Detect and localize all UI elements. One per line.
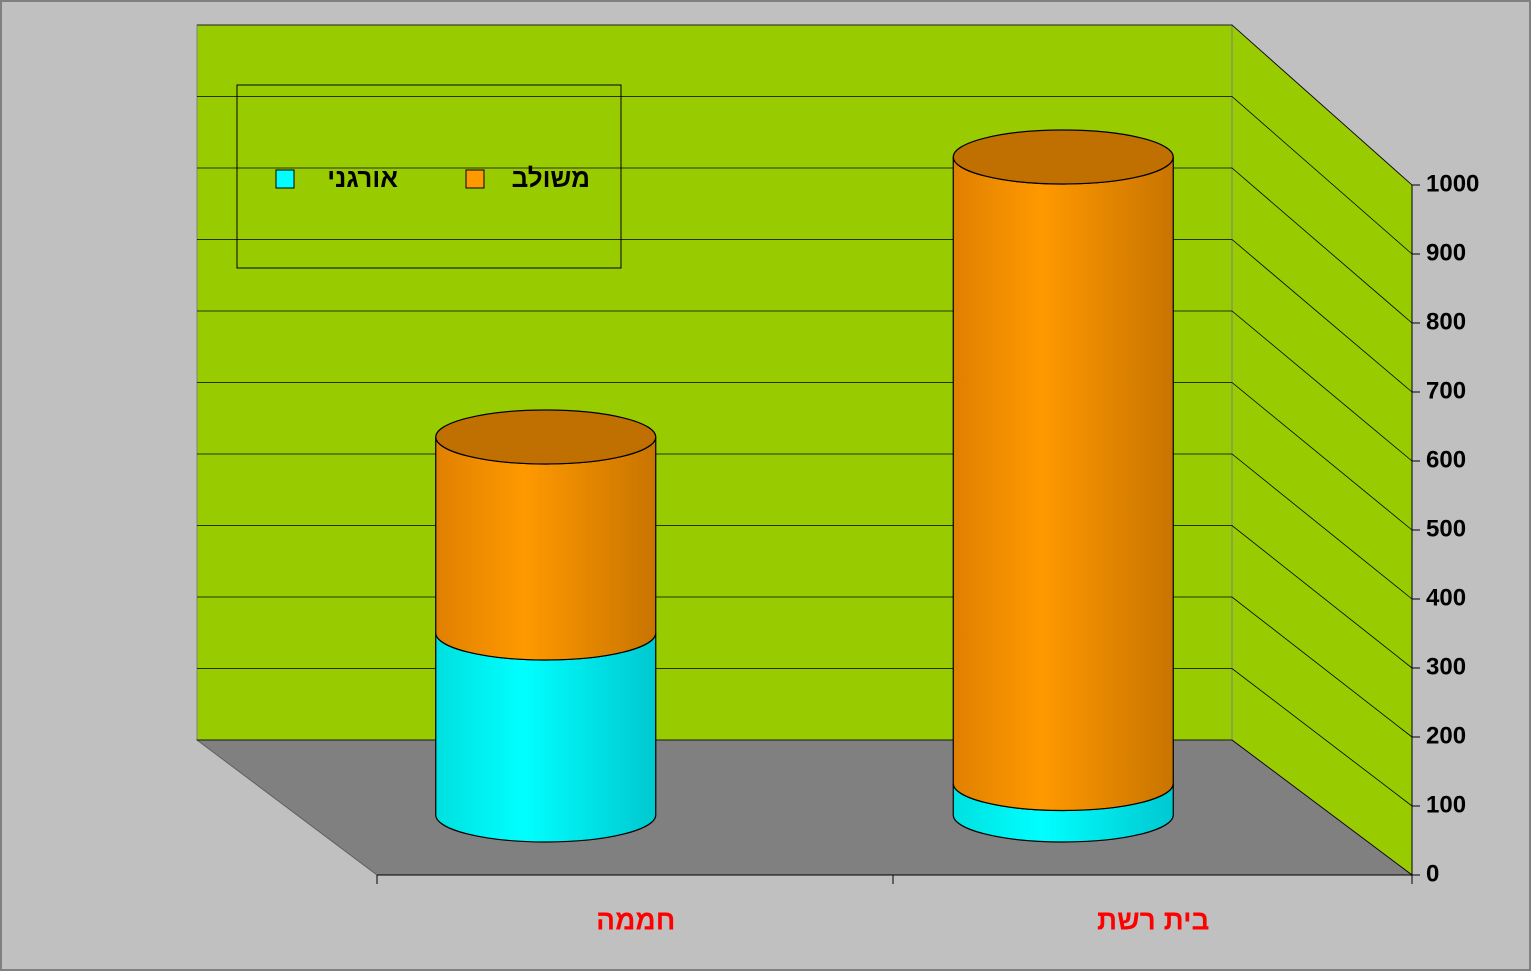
legend-entries: אורגני משולב [275,163,590,193]
y-tick-label: 600 [1426,446,1466,473]
legend [236,84,622,269]
legend-label: משולב [512,163,590,193]
y-tick-label: 500 [1426,515,1466,542]
bars [435,129,1174,843]
grid-line [197,239,1413,393]
y-tick-label: 800 [1426,308,1466,335]
bar-top [435,409,657,465]
floor [195,739,1414,876]
x-tick-label: חממה [596,904,675,935]
grid-line [197,167,1413,324]
bar-segment [435,632,657,843]
y-tick-label: 200 [1426,722,1466,749]
bar-top [952,129,1174,185]
y-tick-label: 900 [1426,239,1466,266]
y-tick-label: 0 [1426,860,1439,887]
y-tick-label: 700 [1426,377,1466,404]
bar-segment [435,436,657,661]
grid-line [197,382,1413,531]
y-tick-label: 300 [1426,653,1466,680]
y-tick-label: 1000 [1426,170,1479,197]
y-tick-label: 100 [1426,791,1466,818]
y-tick-label: 400 [1426,584,1466,611]
bar-segment [952,156,1174,812]
grid-line [197,24,1413,186]
x-tick-label: בית רשת [1097,904,1209,935]
grid-line [197,96,1413,255]
legend-swatch [465,169,485,189]
grid-line [197,310,1413,462]
legend-label: אורגני [327,163,398,193]
legend-swatch [275,169,295,189]
